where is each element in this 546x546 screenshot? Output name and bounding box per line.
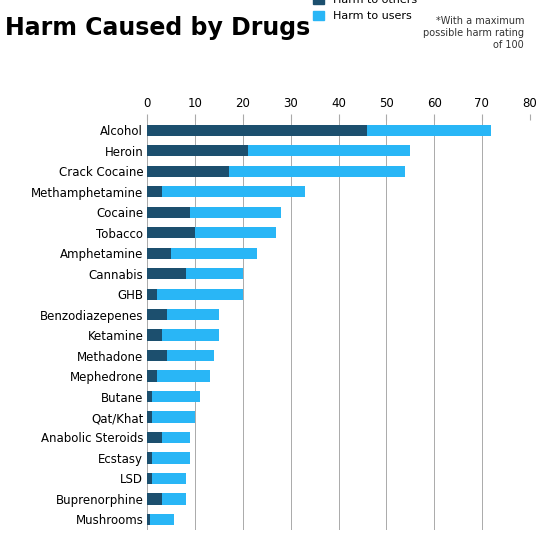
Text: Harm Caused by Drugs: Harm Caused by Drugs bbox=[5, 16, 311, 40]
Bar bbox=[162, 329, 219, 341]
Bar bbox=[147, 391, 152, 402]
Bar bbox=[186, 268, 243, 280]
Bar bbox=[147, 288, 157, 300]
Bar bbox=[367, 124, 491, 136]
Bar bbox=[147, 493, 162, 505]
Bar bbox=[157, 288, 243, 300]
Bar bbox=[191, 206, 281, 218]
Bar bbox=[147, 473, 152, 484]
Bar bbox=[162, 186, 305, 198]
Bar bbox=[195, 227, 276, 239]
Bar bbox=[171, 247, 257, 259]
Bar bbox=[147, 247, 171, 259]
Bar bbox=[150, 514, 174, 525]
Bar bbox=[147, 329, 162, 341]
Bar bbox=[147, 309, 167, 321]
Bar bbox=[152, 411, 195, 423]
Bar bbox=[147, 452, 152, 464]
Bar bbox=[147, 268, 186, 280]
Bar bbox=[147, 432, 162, 443]
Bar bbox=[147, 370, 157, 382]
Bar bbox=[162, 493, 186, 505]
Bar bbox=[229, 165, 405, 177]
Bar bbox=[147, 350, 167, 361]
Bar bbox=[157, 370, 210, 382]
Bar bbox=[152, 473, 186, 484]
Bar bbox=[147, 145, 248, 157]
Bar bbox=[147, 411, 152, 423]
Text: *With a maximum
possible harm rating
of 100: *With a maximum possible harm rating of … bbox=[423, 16, 524, 50]
Bar bbox=[152, 452, 191, 464]
Bar bbox=[147, 227, 195, 239]
Bar bbox=[152, 391, 200, 402]
Legend: Harm to others, Harm to users: Harm to others, Harm to users bbox=[313, 0, 417, 21]
Bar bbox=[162, 432, 191, 443]
Bar bbox=[147, 165, 229, 177]
Bar bbox=[167, 350, 215, 361]
Bar bbox=[147, 206, 191, 218]
Bar bbox=[147, 186, 162, 198]
Bar bbox=[147, 124, 367, 136]
Bar bbox=[167, 309, 219, 321]
Bar bbox=[147, 514, 150, 525]
Bar bbox=[248, 145, 410, 157]
